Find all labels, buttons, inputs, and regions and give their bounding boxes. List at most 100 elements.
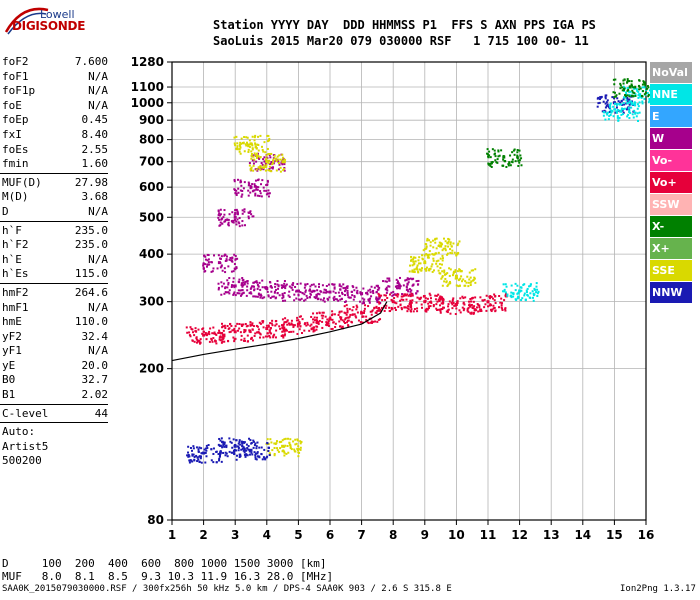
echo-dot [217,288,220,291]
echo-dot [283,451,286,454]
echo-dot [274,160,277,163]
echo-dot [212,267,215,270]
echo-dot [193,455,196,458]
echo-dot [243,331,246,334]
echo-dot [524,298,527,301]
echo-dot [473,309,476,312]
echo-dot [447,305,450,308]
x-tick-label: 13 [543,528,560,542]
echo-dot [326,297,329,300]
echo-dot [388,285,391,288]
echo-dot [315,321,318,324]
echo-dot [639,95,642,98]
echo-dot [424,243,427,246]
echo-dot [306,321,309,324]
param-row: yF2 32.4 [0,330,112,345]
echo-dot [271,319,274,322]
echo-dot [405,298,408,301]
param-value: 32.4 [81,329,109,343]
echo-dot [450,301,453,304]
echo-dot [255,447,258,450]
echo-dot [267,189,270,192]
echo-dot [432,304,435,307]
echo-dot [299,442,302,445]
echo-point [619,109,623,113]
echo-dot [248,162,251,165]
echo-dot [219,336,222,339]
echo-dot [270,290,273,293]
echo-dot [462,301,465,304]
echo-dot [282,284,285,287]
echo-dot [290,330,293,333]
echo-dot [282,161,285,164]
echo-dot [317,322,320,325]
echo-dot [605,104,608,107]
echo-dot [321,326,324,329]
echo-dot [204,461,207,464]
echo-dot [468,278,471,281]
echo-dot [296,449,299,452]
echo-dot [282,167,285,170]
echo-dot [446,242,449,245]
echo-dot [425,307,428,310]
echo-dot [205,265,208,268]
echo-dot [328,324,331,327]
echo-dot [217,443,220,446]
echo-dot [284,333,287,336]
echo-dot [616,111,619,114]
echo-dot [414,256,417,259]
echo-dot [243,339,246,342]
echo-dot [444,277,447,280]
echo-dot [630,80,633,83]
echo-dot [407,308,410,311]
echo-dot [310,323,313,326]
echo-dot [254,456,257,459]
echo-dot [361,302,364,305]
auto-program-text: Artist5 [2,439,49,453]
echo-dot [229,330,232,333]
echo-dot [497,149,500,152]
echo-dot [327,283,330,286]
echo-dot [233,450,236,453]
echo-dot [334,325,337,328]
echo-dot [370,320,373,323]
echo-dot [634,93,637,96]
param-name: MUF(D) [2,175,42,189]
echo-dot [345,304,348,307]
echo-dot [261,179,264,182]
echo-dot [228,289,231,292]
echo-dot [310,283,313,286]
echo-dot [618,103,621,106]
echo-dot [193,334,196,337]
echo-point [439,244,443,248]
echo-dot [233,178,236,181]
echo-dot [634,94,637,97]
echo-dot [283,280,286,283]
echo-dot [243,449,246,452]
echo-dot [261,297,264,300]
echo-dot [409,277,412,280]
echo-dot [218,212,221,215]
echo-dot [254,295,257,298]
echo-dot [629,100,632,103]
echo-dot [248,292,251,295]
echo-dot [458,284,461,287]
echo-dot [253,295,256,298]
echo-dot [504,309,507,312]
echo-dot [274,336,277,339]
echo-dot [285,452,288,455]
echo-dot [261,321,264,324]
echo-dot [613,108,616,111]
echo-dot [597,102,600,105]
echo-dot [223,209,226,212]
echo-dot [424,268,427,271]
logo-swoosh-icon [4,7,49,35]
echo-dot [638,88,641,91]
echo-dot [437,293,440,296]
echo-dot [517,164,520,167]
echo-dot [478,306,481,309]
echo-dot [284,444,287,447]
echo-dot [356,289,359,292]
echo-dot [463,303,466,306]
echo-dot [440,263,443,266]
